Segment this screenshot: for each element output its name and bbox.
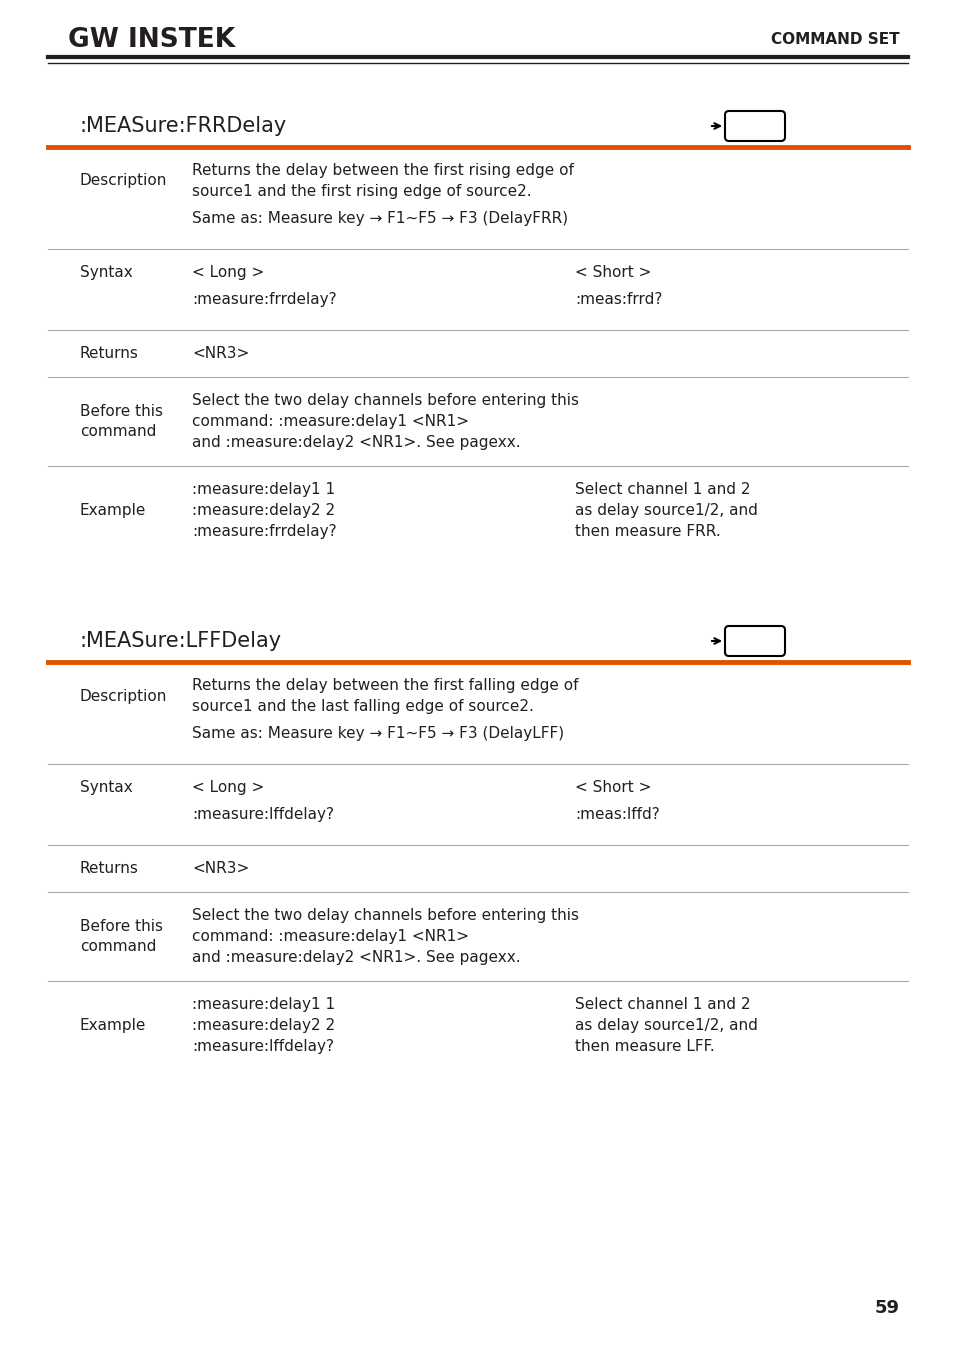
Text: :measure:delay2 2: :measure:delay2 2 — [192, 504, 335, 518]
Text: <NR3>: <NR3> — [192, 346, 249, 360]
Text: < Short >: < Short > — [575, 265, 651, 279]
Text: :measure:delay1 1: :measure:delay1 1 — [192, 998, 335, 1012]
Text: COMMAND SET: COMMAND SET — [771, 32, 899, 47]
Text: <NR3>: <NR3> — [192, 861, 249, 876]
Text: GW INSTEK: GW INSTEK — [68, 27, 234, 53]
Text: Example: Example — [80, 1018, 146, 1033]
FancyBboxPatch shape — [724, 626, 784, 656]
Text: :measure:delay1 1: :measure:delay1 1 — [192, 482, 335, 497]
Text: then measure LFF.: then measure LFF. — [575, 1040, 714, 1054]
Text: :measure:delay2 2: :measure:delay2 2 — [192, 1018, 335, 1033]
Text: Syntax: Syntax — [80, 780, 132, 795]
Text: Select the two delay channels before entering this: Select the two delay channels before ent… — [192, 393, 578, 408]
Text: :MEASure:FRRDelay: :MEASure:FRRDelay — [80, 116, 287, 136]
Text: Before this
command: Before this command — [80, 919, 163, 954]
Text: source1 and the last falling edge of source2.: source1 and the last falling edge of sou… — [192, 699, 534, 714]
FancyBboxPatch shape — [724, 111, 784, 140]
Text: as delay source1/2, and: as delay source1/2, and — [575, 1018, 757, 1033]
Text: Select channel 1 and 2: Select channel 1 and 2 — [575, 998, 750, 1012]
Text: command: :measure:delay1 <NR1>: command: :measure:delay1 <NR1> — [192, 929, 469, 944]
Text: Before this
command: Before this command — [80, 404, 163, 439]
Text: :meas:frrd?: :meas:frrd? — [575, 292, 661, 306]
Text: Syntax: Syntax — [80, 265, 132, 279]
Text: source1 and the first rising edge of source2.: source1 and the first rising edge of sou… — [192, 184, 531, 198]
Text: Example: Example — [80, 504, 146, 518]
Text: Same as: Measure key → F1~F5 → F3 (DelayFRR): Same as: Measure key → F1~F5 → F3 (Delay… — [192, 211, 568, 225]
Text: :MEASure:LFFDelay: :MEASure:LFFDelay — [80, 630, 282, 651]
Text: Description: Description — [80, 688, 167, 703]
Text: < Short >: < Short > — [575, 780, 651, 795]
Text: then measure FRR.: then measure FRR. — [575, 524, 720, 539]
Text: Returns: Returns — [80, 346, 139, 360]
Text: :measure:frrdelay?: :measure:frrdelay? — [192, 292, 336, 306]
Text: Returns the delay between the first falling edge of: Returns the delay between the first fall… — [192, 678, 578, 693]
Text: :measure:lffdelay?: :measure:lffdelay? — [192, 807, 334, 822]
Text: Select channel 1 and 2: Select channel 1 and 2 — [575, 482, 750, 497]
Text: and :measure:delay2 <NR1>. See pagexx.: and :measure:delay2 <NR1>. See pagexx. — [192, 435, 520, 450]
Text: :measure:lffdelay?: :measure:lffdelay? — [192, 1040, 334, 1054]
Text: Description: Description — [80, 174, 167, 189]
Text: Select the two delay channels before entering this: Select the two delay channels before ent… — [192, 909, 578, 923]
Text: < Long >: < Long > — [192, 780, 264, 795]
Text: < Long >: < Long > — [192, 265, 264, 279]
Text: :meas:lffd?: :meas:lffd? — [575, 807, 659, 822]
Text: command: :measure:delay1 <NR1>: command: :measure:delay1 <NR1> — [192, 414, 469, 429]
Text: as delay source1/2, and: as delay source1/2, and — [575, 504, 757, 518]
Text: :measure:frrdelay?: :measure:frrdelay? — [192, 524, 336, 539]
Text: and :measure:delay2 <NR1>. See pagexx.: and :measure:delay2 <NR1>. See pagexx. — [192, 950, 520, 965]
Text: 59: 59 — [874, 1299, 899, 1318]
Text: Returns the delay between the first rising edge of: Returns the delay between the first risi… — [192, 163, 574, 178]
Text: Returns: Returns — [80, 861, 139, 876]
Text: Same as: Measure key → F1~F5 → F3 (DelayLFF): Same as: Measure key → F1~F5 → F3 (Delay… — [192, 726, 563, 741]
